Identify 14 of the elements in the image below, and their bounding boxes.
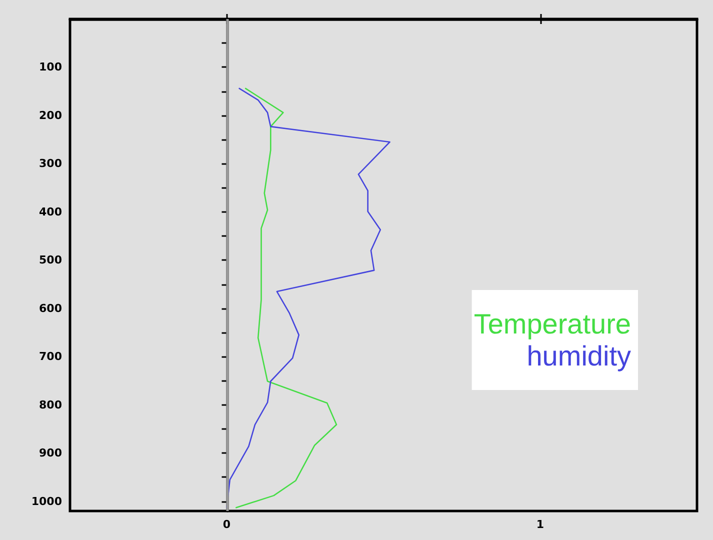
y-tick-label: 100 (39, 60, 62, 74)
x-tick-label: 1 (536, 518, 544, 531)
text: Temperature (474, 308, 631, 340)
x-tick-label: 0 (222, 518, 231, 531)
y-tick-label: 900 (39, 446, 62, 460)
y-tick-label: 600 (39, 302, 62, 315)
y-tick-label: 300 (39, 157, 62, 170)
y-tick-label: 700 (39, 350, 62, 364)
text: humidity (526, 340, 631, 372)
y-tick-label: 1000 (31, 494, 62, 508)
y-tick-label: 400 (39, 205, 62, 218)
y-tick-label: 500 (39, 254, 62, 267)
y-tick-label: 200 (39, 108, 62, 122)
y-tick-label: 800 (39, 398, 62, 412)
